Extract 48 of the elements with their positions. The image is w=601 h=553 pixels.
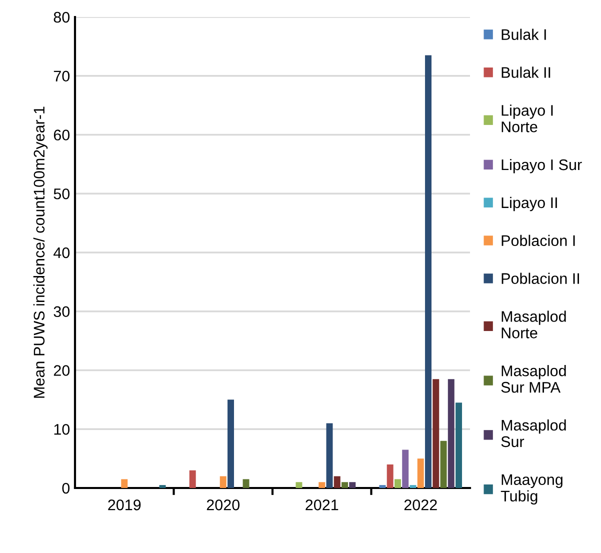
bar (326, 423, 333, 488)
bar (386, 464, 394, 488)
legend-label: Masaplod Norte (502, 310, 566, 338)
x-tick-label: 2021 (306, 500, 338, 510)
y-tick-label: 30 (54, 306, 70, 318)
legend-label: Maayong Tubig (500, 474, 562, 505)
bar (121, 479, 128, 488)
y-tick-label: 50 (54, 188, 70, 200)
legend-label: Lipayo I Sur (502, 158, 582, 174)
legend-label: Poblacion II (502, 272, 579, 284)
legend-label: Bulak I (502, 28, 546, 40)
bar (349, 482, 356, 488)
legend-label: Lipayo II (502, 196, 557, 212)
bar (296, 482, 302, 488)
bar (456, 402, 462, 488)
legend-label: Masaplod Sur (501, 419, 566, 448)
y-tick-label: 80 (54, 12, 70, 23)
bar (432, 379, 440, 488)
x-tick-label: 2019 (108, 500, 141, 510)
bar (228, 400, 234, 488)
bar (220, 476, 226, 488)
y-tick-label: 20 (54, 365, 70, 376)
x-tick-label: 2020 (206, 500, 240, 510)
legend-label: Poblacion I (502, 234, 575, 246)
x-tick-label: 2022 (404, 500, 437, 510)
y-tick-label: 60 (54, 130, 70, 140)
bar (242, 479, 250, 488)
bar (402, 450, 409, 488)
bar (318, 482, 326, 488)
bar (440, 440, 447, 488)
y-tick-label: 70 (54, 70, 70, 82)
legend-label: Masaplod Sur MPA (501, 365, 566, 393)
bar (394, 479, 401, 488)
y-tick-label: 10 (54, 424, 70, 435)
y-axis-title: Mean PUWS incidence/ count100m2year-1 (33, 106, 48, 398)
legend-label: Lipayo I Norte (502, 104, 553, 132)
bar (425, 55, 432, 488)
bar (417, 458, 424, 488)
bar (410, 485, 416, 488)
bar (334, 476, 340, 488)
y-tick-label: 0 (62, 482, 70, 494)
bar (342, 482, 348, 488)
legend-label: Bulak II (502, 66, 550, 78)
y-tick-label: 40 (54, 247, 70, 258)
bar (189, 470, 196, 488)
bar (379, 485, 386, 488)
bar (159, 485, 166, 488)
bar (448, 379, 454, 488)
